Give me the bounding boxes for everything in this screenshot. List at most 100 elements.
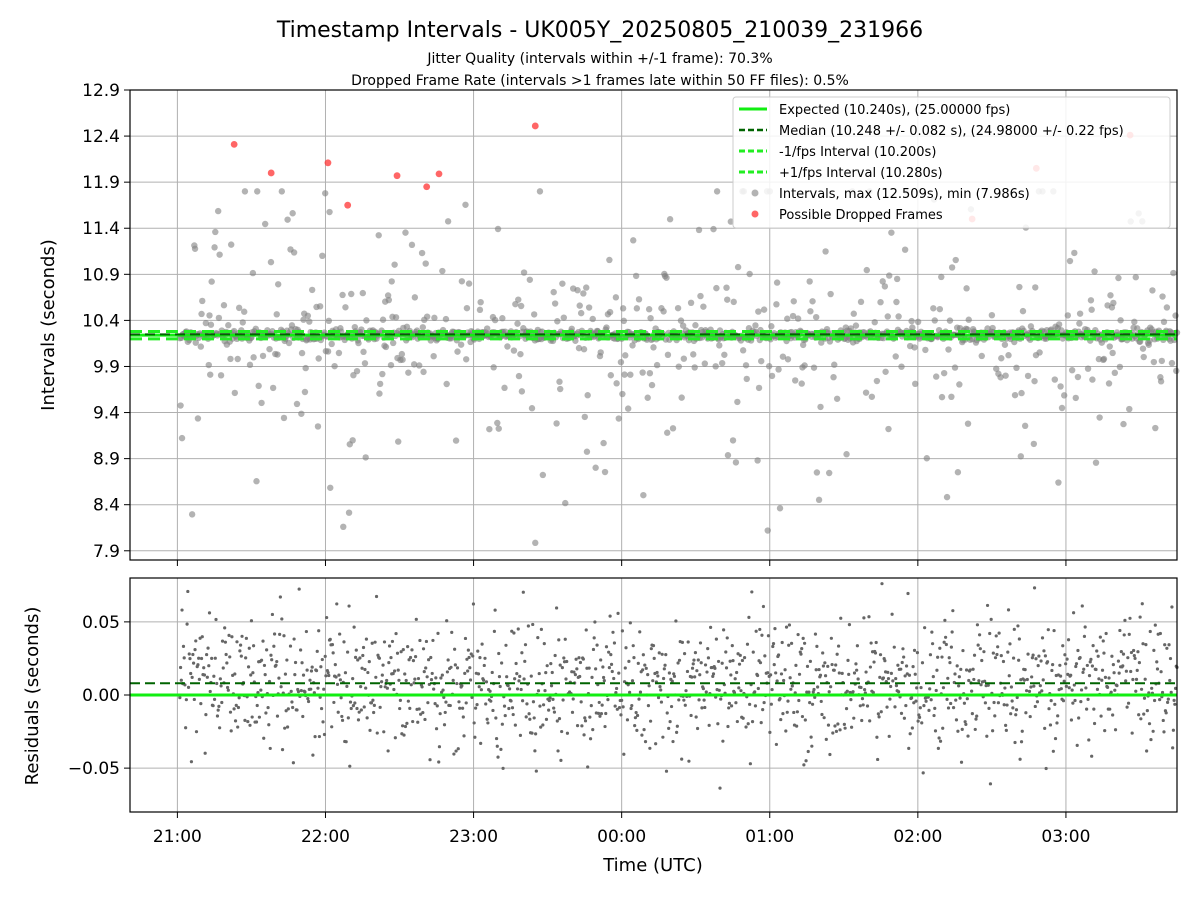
residual-point: [720, 661, 724, 665]
residual-point: [1171, 746, 1175, 750]
residual-point: [622, 752, 626, 756]
interval-point: [308, 286, 316, 294]
residual-point: [431, 638, 435, 643]
residual-point: [531, 622, 535, 627]
interval-point: [1105, 380, 1113, 387]
interval-point: [422, 260, 429, 267]
residual-point: [690, 666, 695, 670]
residual-point: [199, 702, 203, 706]
residual-point: [293, 673, 297, 677]
residual-point: [203, 751, 207, 755]
residual-point: [964, 722, 968, 726]
residual-point: [323, 654, 327, 658]
residual-point: [1095, 649, 1099, 653]
residual-point: [526, 624, 530, 628]
residual-point: [816, 685, 820, 689]
residual-point: [1041, 678, 1045, 682]
residual-point: [973, 727, 977, 732]
residual-point: [1102, 651, 1106, 655]
interval-point: [773, 301, 780, 308]
residual-point: [914, 699, 918, 703]
residual-point: [608, 614, 612, 618]
interval-point: [1060, 392, 1068, 399]
residual-point: [758, 661, 763, 665]
residual-point: [607, 650, 611, 654]
interval-point: [255, 382, 262, 390]
interval-point: [760, 306, 768, 313]
residual-point: [230, 635, 234, 639]
residual-point: [1027, 689, 1032, 693]
residual-point: [855, 668, 859, 672]
residual-point: [578, 660, 583, 665]
residual-point: [1071, 701, 1075, 705]
interval-point: [792, 377, 799, 384]
residual-point: [989, 617, 993, 621]
residual-point: [676, 661, 680, 665]
residual-point: [380, 673, 384, 677]
residual-point: [829, 636, 833, 640]
interval-point: [199, 297, 206, 305]
residual-point: [382, 730, 386, 734]
residual-point: [993, 656, 998, 660]
residual-point: [867, 615, 871, 619]
residual-point: [1062, 679, 1066, 683]
residual-point: [1092, 721, 1097, 726]
residual-point: [591, 647, 596, 652]
residual-point: [790, 684, 794, 688]
residual-point: [930, 642, 935, 646]
residual-point: [220, 639, 225, 643]
residual-point: [1139, 717, 1143, 721]
residual-point: [419, 712, 423, 716]
interval-point: [363, 317, 370, 324]
residual-point: [292, 637, 296, 641]
residual-point: [797, 698, 801, 703]
residual-point: [938, 739, 943, 743]
residual-point: [1150, 686, 1154, 690]
intervals-y-tick-label: 12.4: [82, 127, 120, 147]
residual-point: [224, 652, 228, 657]
residual-point: [536, 636, 540, 640]
residual-point: [328, 637, 332, 642]
residual-point: [337, 673, 341, 677]
residual-point: [1090, 664, 1094, 668]
residual-point: [301, 714, 305, 719]
interval-point: [211, 244, 218, 251]
residual-point: [352, 625, 356, 629]
residual-point: [395, 651, 400, 655]
residual-point: [1103, 729, 1107, 733]
residual-point: [1053, 736, 1058, 741]
residual-point: [1035, 700, 1040, 704]
residual-point: [577, 656, 581, 660]
residual-point: [512, 631, 516, 635]
residual-point: [991, 651, 995, 655]
residual-point: [954, 718, 959, 722]
residual-point: [517, 679, 521, 683]
residual-point: [353, 655, 358, 659]
residual-point: [355, 706, 359, 711]
residual-point: [310, 665, 314, 669]
interval-point: [551, 300, 559, 307]
interval-point: [779, 353, 787, 360]
residual-point: [521, 699, 525, 703]
residual-point: [331, 651, 335, 655]
residual-point: [858, 704, 862, 708]
interval-point: [267, 258, 275, 266]
residual-point: [637, 697, 641, 701]
residual-point: [878, 653, 883, 657]
interval-point: [382, 343, 390, 351]
residual-point: [1080, 604, 1084, 608]
residual-point: [191, 652, 195, 657]
residual-point: [584, 628, 588, 632]
residual-point: [1099, 714, 1103, 718]
residual-point: [727, 701, 732, 705]
residual-point: [1025, 677, 1029, 682]
residual-point: [266, 705, 270, 710]
interval-point: [945, 346, 952, 353]
interval-point: [592, 464, 599, 471]
dropped-frame-point: [423, 183, 431, 191]
interval-point: [1058, 404, 1066, 412]
residual-point: [1003, 686, 1007, 690]
residual-point: [821, 664, 826, 668]
interval-point: [831, 361, 838, 368]
